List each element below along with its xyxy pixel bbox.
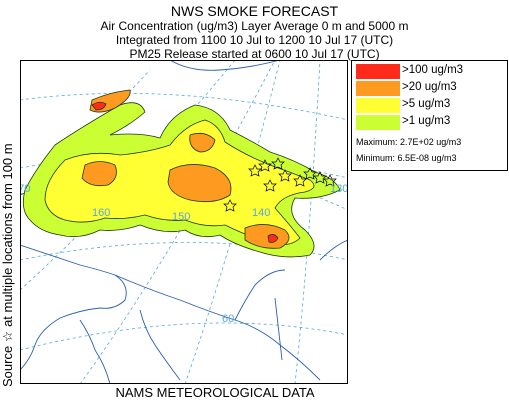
legend-row-gt20: >20 ug/m3 xyxy=(356,81,506,96)
plume-gt20-d xyxy=(244,224,290,249)
release-start: PM25 Release started at 0600 10 Jul 17 (… xyxy=(129,47,380,61)
lon-label-160: 160 xyxy=(92,207,110,219)
concentration-legend: >100 ug/m3 >20 ug/m3 >5 ug/m3 >1 ug/m3 M… xyxy=(351,60,508,171)
concentration-subtitle: Air Concentration (ug/m3) Layer Average … xyxy=(100,19,409,33)
plume-gt100-a xyxy=(91,101,107,111)
lon-label-170: 170 xyxy=(20,183,30,195)
legend-row-gt5: >5 ug/m3 xyxy=(356,98,506,113)
legend-swatch-red xyxy=(356,64,400,79)
legend-row-gt100: >100 ug/m3 xyxy=(356,64,506,79)
smoke-plume xyxy=(22,89,341,258)
smoke-map: 170 160 150 140 130 60 xyxy=(20,60,348,384)
legend-label-gt5: >5 ug/m3 xyxy=(402,98,451,110)
legend-row-gt1: >1 ug/m3 xyxy=(356,115,506,130)
source-side-label: Source ☆ at multiple locations from 100 … xyxy=(0,143,15,387)
lat-label-60: 60 xyxy=(222,313,234,325)
lon-label-140: 140 xyxy=(252,207,270,219)
lon-label-150: 150 xyxy=(172,211,190,223)
legend-label-gt100: >100 ug/m3 xyxy=(402,64,464,76)
source-markers xyxy=(223,157,337,212)
plume-gt20-b xyxy=(167,164,232,203)
plume-gt20-a xyxy=(81,161,117,187)
legend-maximum: Maximum: 2.7E+02 ug/m3 xyxy=(356,137,462,147)
legend-swatch-yellow xyxy=(356,98,400,113)
plume-gt20-c xyxy=(189,132,216,153)
integration-period: Integrated from 1100 10 Jul to 1200 10 J… xyxy=(115,33,394,47)
meteorological-data-label: NAMS METEOROLOGICAL DATA xyxy=(115,385,315,400)
legend-minimum: Minimum: 6.5E-08 ug/m3 xyxy=(356,153,457,163)
plume-gt100-b xyxy=(267,234,279,243)
forecast-title: NWS SMOKE FORECAST xyxy=(170,3,339,19)
lon-label-130: 130 xyxy=(330,183,348,195)
legend-label-gt1: >1 ug/m3 xyxy=(402,115,451,127)
legend-swatch-green xyxy=(356,115,400,130)
legend-swatch-orange xyxy=(356,81,400,96)
legend-label-gt20: >20 ug/m3 xyxy=(402,81,457,93)
